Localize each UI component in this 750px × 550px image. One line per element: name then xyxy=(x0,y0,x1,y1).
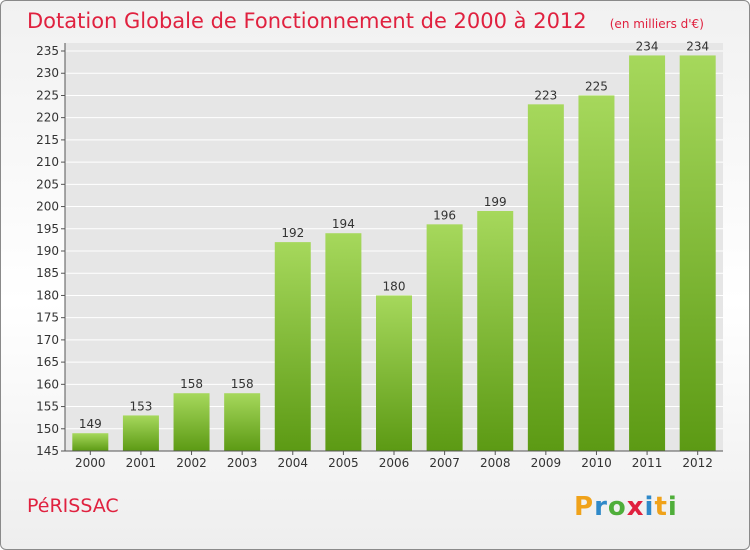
y-tick-label: 200 xyxy=(36,200,59,214)
logo-letter: P xyxy=(574,492,595,522)
y-tick-label: 185 xyxy=(36,266,59,280)
y-tick-label: 235 xyxy=(36,44,59,58)
logo-letter: o xyxy=(607,492,627,522)
y-tick-label: 150 xyxy=(36,422,59,436)
y-tick-label: 170 xyxy=(36,333,59,347)
x-tick-label: 2010 xyxy=(581,456,612,470)
bar-value-label: 180 xyxy=(383,279,406,293)
bar-2007 xyxy=(426,224,463,451)
y-tick-label: 175 xyxy=(36,311,59,325)
x-tick-label: 2003 xyxy=(227,456,258,470)
x-tick-label: 2011 xyxy=(632,456,663,470)
logo-letter: i xyxy=(667,492,678,522)
bar-2000 xyxy=(72,433,109,451)
bar-value-label: 196 xyxy=(433,208,456,222)
bar-2004 xyxy=(274,242,311,451)
y-tick-label: 205 xyxy=(36,177,59,191)
x-tick-label: 2005 xyxy=(328,456,359,470)
bar-value-label: 158 xyxy=(180,377,203,391)
bar-value-label: 234 xyxy=(636,39,659,53)
commune-name: PéRISSAC xyxy=(27,495,119,517)
bar-value-label: 153 xyxy=(129,399,152,413)
bar-2009 xyxy=(527,104,564,451)
x-tick-label: 2012 xyxy=(682,456,713,470)
y-tick-label: 230 xyxy=(36,66,59,80)
y-tick-label: 160 xyxy=(36,377,59,391)
x-tick-label: 2009 xyxy=(531,456,562,470)
y-tick-label: 225 xyxy=(36,88,59,102)
x-tick-label: 2007 xyxy=(429,456,460,470)
logo-letter: t xyxy=(654,492,668,522)
bar-2012 xyxy=(679,55,716,451)
logo-letter: r xyxy=(594,492,608,522)
chart-header: Dotation Globale de Fonctionnement de 20… xyxy=(27,9,704,33)
x-tick-label: 2008 xyxy=(480,456,511,470)
x-tick-label: 2002 xyxy=(176,456,207,470)
bar-value-label: 192 xyxy=(281,226,304,240)
bar-value-label: 223 xyxy=(534,88,557,102)
x-tick-label: 2001 xyxy=(126,456,157,470)
y-tick-label: 155 xyxy=(36,400,59,414)
y-tick-label: 190 xyxy=(36,244,59,258)
y-tick-label: 145 xyxy=(36,444,59,458)
bar-value-label: 194 xyxy=(332,217,355,231)
bar-2001 xyxy=(122,415,159,451)
bar-2011 xyxy=(629,55,666,451)
logo-letter: i xyxy=(644,492,655,522)
y-tick-label: 195 xyxy=(36,222,59,236)
logo-letter: x xyxy=(626,492,645,522)
x-tick-label: 2000 xyxy=(75,456,106,470)
bar-2006 xyxy=(376,295,412,451)
x-tick-label: 2006 xyxy=(379,456,410,470)
chart-unit: (en milliers d'€) xyxy=(609,17,704,31)
y-tick-label: 165 xyxy=(36,355,59,369)
y-tick-label: 180 xyxy=(36,288,59,302)
bar-value-label: 234 xyxy=(686,39,709,53)
y-tick-label: 215 xyxy=(36,133,59,147)
proxiti-logo: Proxiti xyxy=(574,492,678,522)
y-tick-label: 210 xyxy=(36,155,59,169)
bar-2002 xyxy=(173,393,210,451)
bar-value-label: 199 xyxy=(484,195,507,209)
bar-2010 xyxy=(578,95,615,451)
bar-value-label: 158 xyxy=(231,377,254,391)
bar-2008 xyxy=(477,211,514,451)
bar-value-label: 149 xyxy=(79,417,102,431)
y-tick-label: 220 xyxy=(36,111,59,125)
x-tick-label: 2004 xyxy=(277,456,308,470)
bar-value-label: 225 xyxy=(585,79,608,93)
chart-title: Dotation Globale de Fonctionnement de 20… xyxy=(27,9,587,33)
bar-2005 xyxy=(325,233,362,451)
bar-2003 xyxy=(224,393,261,451)
